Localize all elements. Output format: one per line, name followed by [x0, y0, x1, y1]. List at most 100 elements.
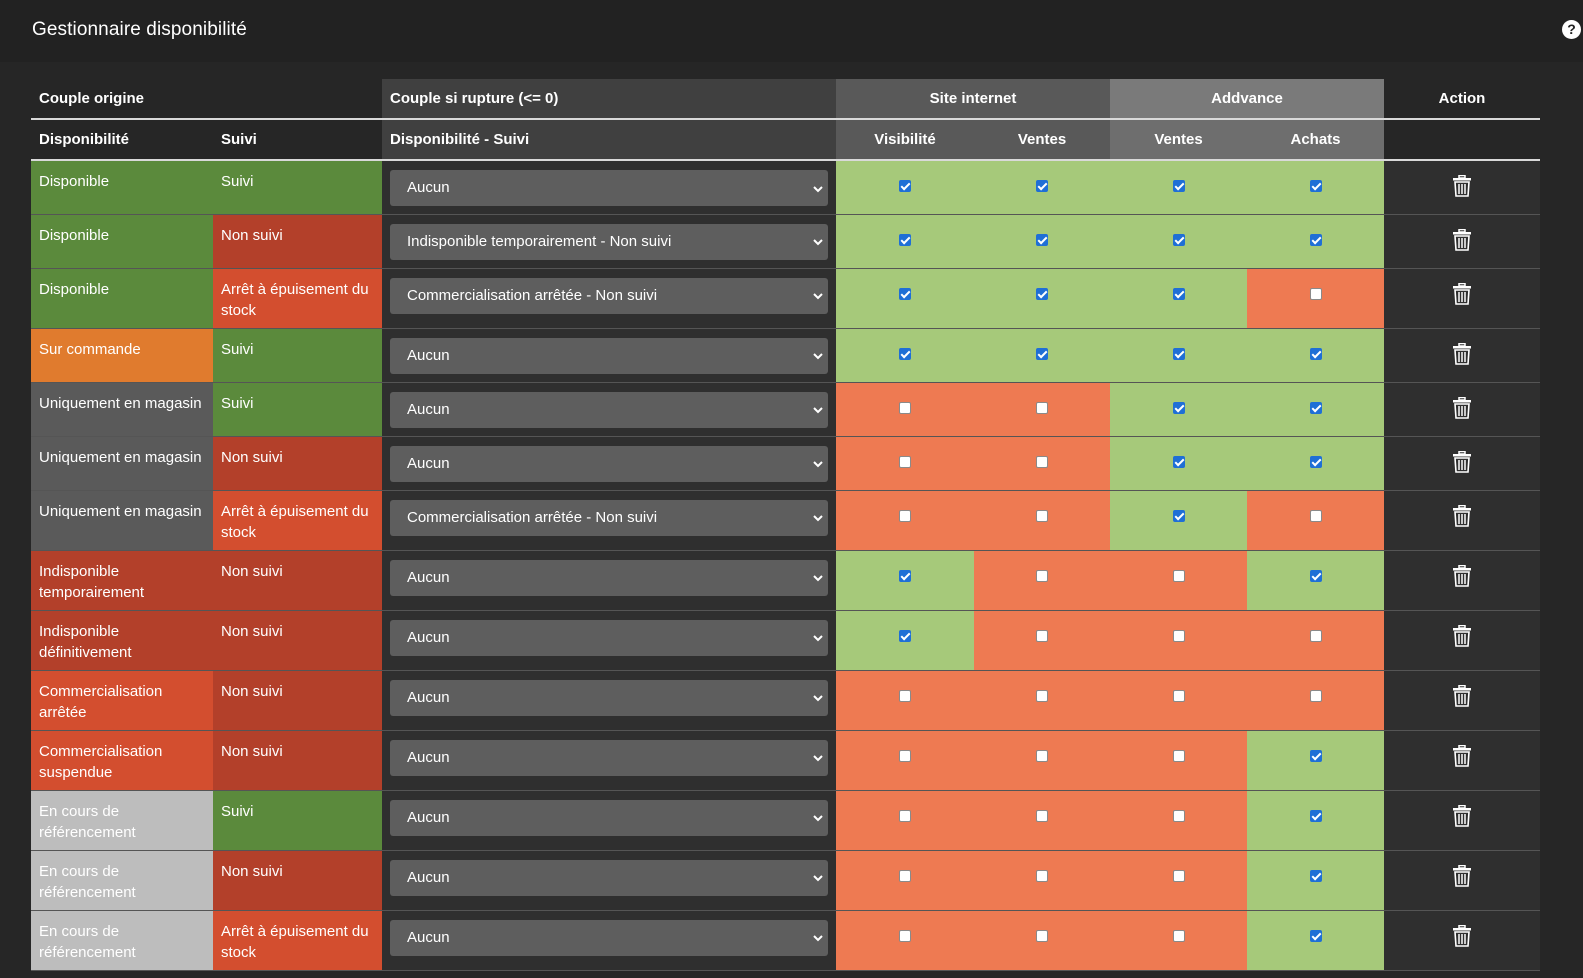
addvance-ventes-checkbox[interactable]	[1172, 509, 1185, 522]
suivi-label: Non suivi	[221, 562, 283, 580]
rupture-select-value: Aucun	[407, 400, 450, 418]
rupture-select[interactable]: Aucun	[390, 559, 828, 596]
rupture-select[interactable]: Aucun	[390, 679, 828, 716]
site-ventes-checkbox[interactable]	[1036, 287, 1048, 300]
addvance-ventes-checkbox[interactable]	[1172, 401, 1185, 414]
achats-checkbox[interactable]	[1309, 629, 1322, 642]
achats-checkbox[interactable]	[1309, 689, 1322, 702]
addvance-ventes-checkbox[interactable]	[1172, 233, 1185, 246]
trash-icon[interactable]	[1453, 396, 1472, 424]
achats-checkbox[interactable]	[1309, 809, 1322, 822]
visibilite-checkbox[interactable]	[899, 287, 911, 300]
addvance-ventes-checkbox[interactable]	[1172, 629, 1185, 642]
trash-icon[interactable]	[1453, 564, 1472, 592]
trash-icon[interactable]	[1453, 684, 1472, 712]
visibilite-checkbox[interactable]	[899, 233, 911, 246]
rupture-select[interactable]: Aucun	[390, 337, 828, 374]
cell-disponibilite: Disponible	[31, 214, 213, 269]
addvance-ventes-checkbox[interactable]	[1172, 287, 1185, 300]
addvance-ventes-checkbox[interactable]	[1172, 749, 1185, 762]
rupture-select[interactable]: Aucun	[390, 445, 828, 482]
addvance-ventes-checkbox[interactable]	[1172, 929, 1185, 942]
site-ventes-checkbox[interactable]	[1036, 929, 1048, 942]
site-ventes-checkbox[interactable]	[1036, 629, 1048, 642]
chevron-down-icon	[813, 860, 823, 896]
rupture-select[interactable]: Aucun	[390, 859, 828, 896]
site-ventes-checkbox[interactable]	[1036, 689, 1048, 702]
achats-checkbox[interactable]	[1309, 869, 1322, 882]
rupture-select[interactable]: Aucun	[390, 391, 828, 428]
chevron-down-icon	[813, 920, 823, 956]
achats-checkbox[interactable]	[1309, 749, 1322, 762]
visibilite-checkbox[interactable]	[899, 929, 911, 942]
visibilite-checkbox[interactable]	[899, 809, 911, 822]
rupture-select[interactable]: Aucun	[390, 919, 828, 956]
achats-checkbox[interactable]	[1309, 509, 1322, 522]
visibilite-checkbox[interactable]	[899, 401, 911, 414]
suivi-label: Non suivi	[221, 862, 283, 880]
visibilite-checkbox[interactable]	[899, 347, 911, 360]
achats-checkbox[interactable]	[1309, 180, 1322, 192]
addvance-ventes-checkbox[interactable]	[1172, 809, 1185, 822]
addvance-ventes-checkbox[interactable]	[1172, 455, 1185, 468]
trash-icon[interactable]	[1453, 864, 1472, 892]
rupture-select[interactable]: Commercialisation arrêtée - Non suivi	[390, 499, 828, 536]
rupture-select-wrap: Aucun	[382, 911, 836, 956]
visibilite-checkbox[interactable]	[899, 749, 911, 762]
site-ventes-checkbox[interactable]	[1036, 180, 1048, 192]
rupture-select[interactable]: Commercialisation arrêtée - Non suivi	[390, 277, 828, 314]
header-action-empty	[1384, 119, 1541, 161]
site-ventes-checkbox[interactable]	[1036, 347, 1048, 360]
site-ventes-checkbox[interactable]	[1036, 569, 1048, 582]
help-icon[interactable]: ?	[1562, 20, 1581, 39]
site-ventes-checkbox[interactable]	[1036, 509, 1048, 522]
trash-icon[interactable]	[1453, 624, 1472, 652]
visibilite-checkbox[interactable]	[899, 569, 911, 582]
addvance-ventes-checkbox[interactable]	[1172, 869, 1185, 882]
site-ventes-checkbox[interactable]	[1036, 809, 1048, 822]
rupture-select-value: Aucun	[407, 346, 450, 364]
rupture-select[interactable]: Indisponible temporairement - Non suivi	[390, 223, 828, 260]
suivi-label: Suivi	[221, 394, 254, 412]
achats-checkbox[interactable]	[1309, 929, 1322, 942]
rupture-select[interactable]: Aucun	[390, 799, 828, 836]
rupture-select[interactable]: Aucun	[390, 739, 828, 776]
addvance-ventes-checkbox[interactable]	[1172, 347, 1185, 360]
rupture-select[interactable]: Aucun	[390, 170, 828, 206]
trash-icon[interactable]	[1453, 504, 1472, 532]
cell-action	[1384, 382, 1541, 437]
achats-checkbox[interactable]	[1309, 233, 1322, 246]
visibilite-checkbox[interactable]	[899, 689, 911, 702]
visibilite-checkbox[interactable]	[899, 629, 911, 642]
addvance-ventes-checkbox[interactable]	[1172, 689, 1185, 702]
trash-icon[interactable]	[1453, 342, 1472, 370]
rupture-select-value: Aucun	[407, 179, 450, 196]
addvance-ventes-checkbox[interactable]	[1172, 180, 1185, 192]
achats-checkbox[interactable]	[1309, 455, 1322, 468]
trash-icon[interactable]	[1453, 450, 1472, 478]
visibilite-checkbox[interactable]	[899, 509, 911, 522]
site-ventes-checkbox[interactable]	[1036, 749, 1048, 762]
achats-checkbox[interactable]	[1309, 569, 1322, 582]
achats-checkbox[interactable]	[1309, 287, 1322, 300]
site-ventes-checkbox[interactable]	[1036, 233, 1048, 246]
site-ventes-checkbox[interactable]	[1036, 869, 1048, 882]
rupture-select[interactable]: Aucun	[390, 619, 828, 656]
trash-icon[interactable]	[1453, 174, 1472, 202]
visibilite-checkbox[interactable]	[899, 180, 911, 192]
chevron-down-icon	[813, 224, 823, 260]
cell-action	[1384, 670, 1541, 731]
achats-checkbox[interactable]	[1309, 347, 1322, 360]
trash-icon[interactable]	[1453, 924, 1472, 952]
addvance-ventes-checkbox[interactable]	[1172, 569, 1185, 582]
site-ventes-checkbox[interactable]	[1036, 401, 1048, 414]
trash-icon[interactable]	[1453, 282, 1472, 310]
achats-checkbox[interactable]	[1309, 401, 1322, 414]
cell-disponibilite: Commercialisation arrêtée	[31, 670, 213, 731]
visibilite-checkbox[interactable]	[899, 455, 911, 468]
site-ventes-checkbox[interactable]	[1036, 455, 1048, 468]
trash-icon[interactable]	[1453, 228, 1472, 256]
trash-icon[interactable]	[1453, 804, 1472, 832]
trash-icon[interactable]	[1453, 744, 1472, 772]
visibilite-checkbox[interactable]	[899, 869, 911, 882]
